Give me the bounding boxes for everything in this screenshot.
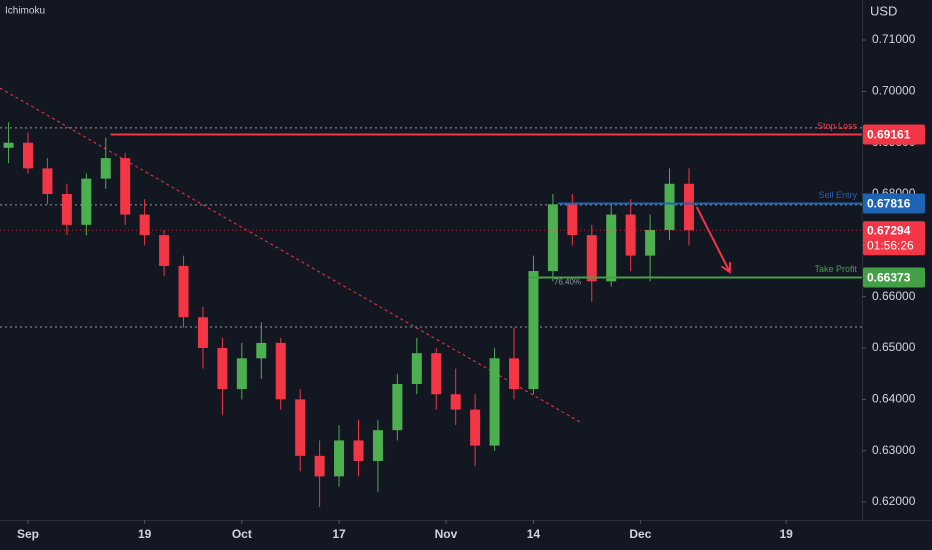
x-tick-label: 19 — [138, 527, 152, 541]
y-tick-label: 0.65000 — [872, 340, 916, 354]
price-tag — [863, 267, 925, 288]
candle-body — [81, 178, 92, 225]
candle-body — [217, 348, 228, 390]
candle-body — [509, 358, 520, 390]
current-price-tag — [863, 221, 925, 256]
candle-body — [236, 358, 247, 390]
candle-body — [42, 168, 53, 195]
candle-body — [353, 440, 364, 461]
candle-body — [372, 430, 383, 461]
candle-body — [567, 204, 578, 236]
candle-body — [197, 317, 208, 349]
x-tick-label: Oct — [232, 527, 252, 541]
y-tick-label: 0.64000 — [872, 392, 916, 406]
y-tick-label: 0.62000 — [872, 494, 916, 508]
x-tick-label: 17 — [332, 527, 346, 541]
candle-body — [120, 158, 131, 215]
candle-body — [683, 183, 694, 231]
candle-body — [159, 235, 170, 266]
candle-body — [645, 229, 656, 256]
candle-body — [275, 342, 286, 400]
y-tick-label: 0.70000 — [872, 84, 916, 98]
arrow — [695, 206, 731, 273]
countdown-label: 01:56:26 — [867, 238, 914, 252]
candle-body — [314, 455, 325, 477]
candle-body — [664, 183, 675, 230]
candle-body — [586, 235, 597, 282]
candle-body — [256, 342, 267, 359]
candle-body — [139, 214, 150, 236]
candle-body — [547, 204, 558, 272]
x-tick-label: 19 — [780, 527, 794, 541]
candle-body — [625, 214, 636, 256]
candle-body — [450, 394, 461, 410]
x-tick-label: Dec — [629, 527, 651, 541]
candle-body — [334, 440, 345, 477]
fib-label: 76.40% — [554, 277, 581, 286]
x-tick-label: Sep — [17, 527, 39, 541]
level-name: Stop Loss — [817, 121, 858, 131]
price-tag-label: 0.66373 — [867, 271, 911, 285]
price-tag — [863, 193, 925, 214]
candle-body — [178, 265, 189, 318]
candle-body — [3, 142, 14, 148]
candle-body — [295, 399, 306, 456]
y-tick-label: 0.63000 — [872, 443, 916, 457]
candle-body — [411, 353, 422, 384]
y-tick-label: 0.66000 — [872, 289, 916, 303]
price-tag-label: 0.67816 — [867, 197, 911, 211]
candle-body — [22, 142, 33, 169]
candle-body — [392, 383, 403, 431]
y-tick-label: 0.71000 — [872, 32, 916, 46]
x-tick-label: Nov — [435, 527, 458, 541]
candle-body — [489, 358, 500, 446]
level-name: Sell Entry — [818, 190, 857, 200]
candle-body — [100, 158, 111, 179]
level-name: Take Profit — [814, 264, 857, 274]
candle-body — [61, 194, 72, 225]
arrow-head — [720, 262, 732, 274]
current-price-label: 0.67294 — [867, 223, 911, 237]
price-tag-label: 0.69161 — [867, 128, 911, 142]
indicator-label: Ichimoku — [5, 6, 45, 17]
candle-body — [528, 271, 539, 390]
candle-body — [431, 353, 442, 395]
currency-label: USD — [870, 3, 897, 18]
candle-body — [470, 409, 481, 446]
candle-body — [606, 214, 617, 282]
x-tick-label: 14 — [527, 527, 541, 541]
price-tag — [863, 124, 925, 145]
